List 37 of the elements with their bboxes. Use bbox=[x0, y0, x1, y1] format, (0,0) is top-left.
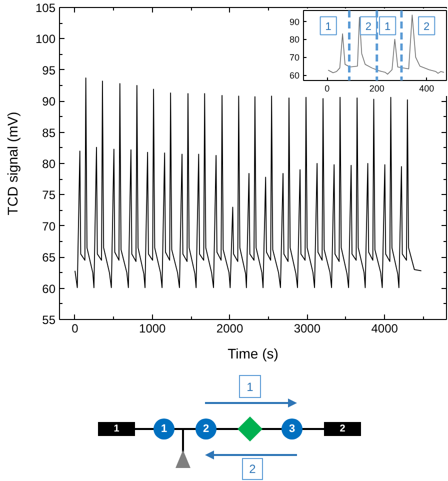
y-tick-label: 105 bbox=[35, 1, 56, 15]
y-tick-label: 80 bbox=[42, 157, 56, 171]
x-tick-label: 2000 bbox=[216, 322, 244, 336]
text: 2 bbox=[202, 423, 210, 435]
y-tick-label: 55 bbox=[42, 313, 56, 327]
y-tick-label: 60 bbox=[42, 282, 56, 296]
y-tick-label: 70 bbox=[289, 52, 300, 63]
y-tick-label: 70 bbox=[42, 219, 56, 234]
annotation: 1 bbox=[325, 20, 332, 33]
x-tick-label: 4000 bbox=[371, 322, 398, 336]
x-tick-label: 3000 bbox=[294, 322, 321, 336]
annotation: 2 bbox=[365, 20, 372, 33]
text: 3 bbox=[288, 423, 296, 435]
y-tick-label: 90 bbox=[289, 16, 300, 27]
x-tick-label: 0 bbox=[72, 322, 79, 336]
line-series bbox=[328, 14, 444, 75]
y-tick-label: 75 bbox=[42, 188, 56, 202]
y-tick-label: 80 bbox=[289, 34, 300, 45]
text: 2 bbox=[242, 458, 263, 480]
y-tick-label: 95 bbox=[42, 63, 56, 78]
x-tick-label: 400 bbox=[419, 84, 434, 94]
text: 2 bbox=[340, 424, 346, 434]
y-tick-label: 85 bbox=[42, 126, 56, 140]
annotation: 2 bbox=[424, 20, 430, 33]
y-axis-title: TCD signal (mV) bbox=[4, 112, 20, 216]
y-tick-label: 65 bbox=[42, 250, 56, 265]
x-tick-label: 0 bbox=[324, 84, 330, 94]
text: 1 bbox=[114, 424, 120, 434]
annotation: 1 bbox=[384, 20, 391, 33]
x-tick-label: 1000 bbox=[139, 322, 166, 336]
text: 1 bbox=[160, 423, 168, 435]
x-tick-label: 200 bbox=[369, 84, 384, 94]
y-tick-label: 60 bbox=[289, 70, 300, 81]
y-tick-label: 100 bbox=[35, 32, 56, 46]
text: 1 bbox=[239, 375, 261, 398]
x-axis-title: Time (s) bbox=[228, 346, 278, 362]
y-tick-label: 90 bbox=[42, 94, 56, 109]
